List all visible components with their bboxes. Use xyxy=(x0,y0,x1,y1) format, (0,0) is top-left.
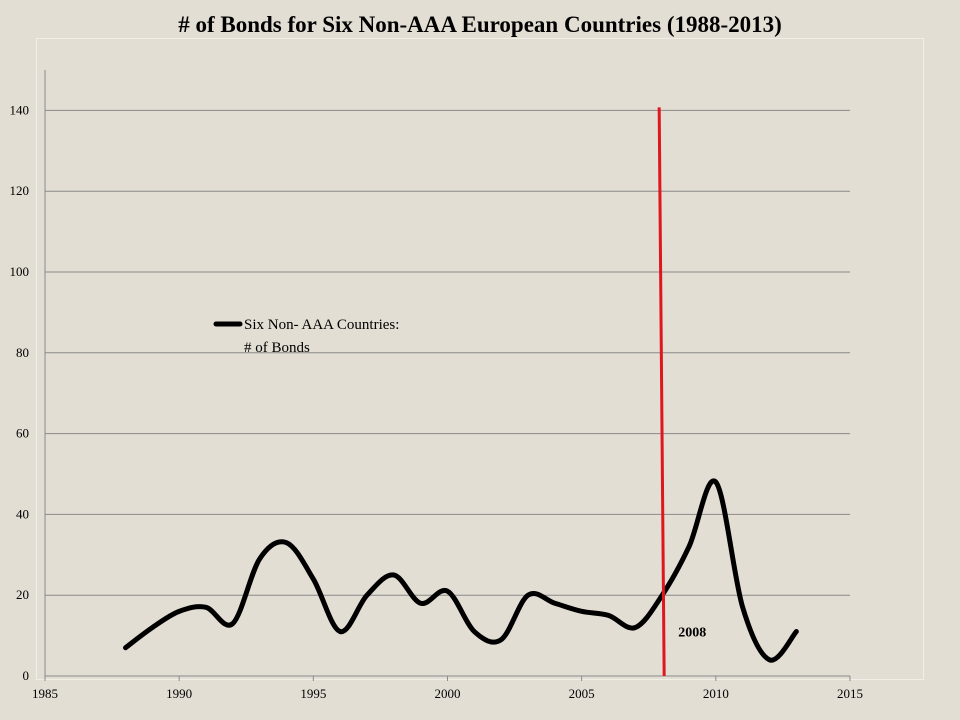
data-point-1990 xyxy=(177,609,182,614)
y-tick-label-80: 80 xyxy=(16,345,29,360)
data-point-1988 xyxy=(123,645,128,650)
data-point-2010 xyxy=(713,480,718,485)
data-point-1998 xyxy=(391,573,396,578)
data-point-1989 xyxy=(150,625,155,630)
data-point-2005 xyxy=(579,609,584,614)
data-point-1999 xyxy=(418,601,423,606)
data-point-2007 xyxy=(633,625,638,630)
chart-title: # of Bonds for Six Non-AAA European Coun… xyxy=(178,12,782,37)
x-tick-label-1995: 1995 xyxy=(300,686,326,701)
y-tick-label-140: 140 xyxy=(10,102,30,117)
data-point-1995 xyxy=(311,577,316,582)
series-line-0 xyxy=(123,478,799,663)
data-point-1992 xyxy=(230,621,235,626)
series-layer xyxy=(123,478,799,663)
grid-layer xyxy=(45,109,850,596)
data-point-2011 xyxy=(740,605,745,610)
y-tick-label-120: 120 xyxy=(10,183,30,198)
annotation-2008: 2008 xyxy=(678,626,706,641)
data-point-1993 xyxy=(257,556,262,561)
data-point-1997 xyxy=(365,593,370,598)
reference-line-2008 xyxy=(657,107,666,677)
data-point-2009 xyxy=(687,544,692,549)
x-tick-label-2000: 2000 xyxy=(435,686,461,701)
data-point-1994 xyxy=(284,540,289,545)
y-tick-label-20: 20 xyxy=(16,587,29,602)
x-tick-label-2015: 2015 xyxy=(837,686,863,701)
legend-label-line-2: # of Bonds xyxy=(244,340,310,356)
data-point-2004 xyxy=(552,601,557,606)
data-point-2003 xyxy=(526,593,531,598)
data-point-2013 xyxy=(794,629,799,634)
y-tick-label-100: 100 xyxy=(10,264,30,279)
x-tick-label-2005: 2005 xyxy=(569,686,595,701)
data-point-1991 xyxy=(204,605,209,610)
y-tick-label-0: 0 xyxy=(23,668,30,683)
data-point-1996 xyxy=(338,629,343,634)
y-tick-label-40: 40 xyxy=(16,506,29,521)
x-tick-label-2010: 2010 xyxy=(703,686,729,701)
x-tick-label-1985: 1985 xyxy=(32,686,58,701)
y-tick-label-60: 60 xyxy=(16,426,29,441)
data-point-2002 xyxy=(499,637,504,642)
data-point-2000 xyxy=(445,589,450,594)
legend-label-line-1: Six Non- AAA Countries: xyxy=(244,317,399,333)
data-point-2006 xyxy=(606,613,611,618)
legend: Six Non- AAA Countries: # of Bonds xyxy=(213,317,399,356)
data-point-2012 xyxy=(767,657,772,662)
marker-layer xyxy=(657,107,666,677)
x-tick-label-1990: 1990 xyxy=(166,686,192,701)
axis-layer: 0 20 40 60 80 100 120 140 1985 1990 1995 2000 2005 20… xyxy=(10,70,863,701)
slide-frame xyxy=(36,38,924,680)
data-point-2001 xyxy=(472,629,477,634)
